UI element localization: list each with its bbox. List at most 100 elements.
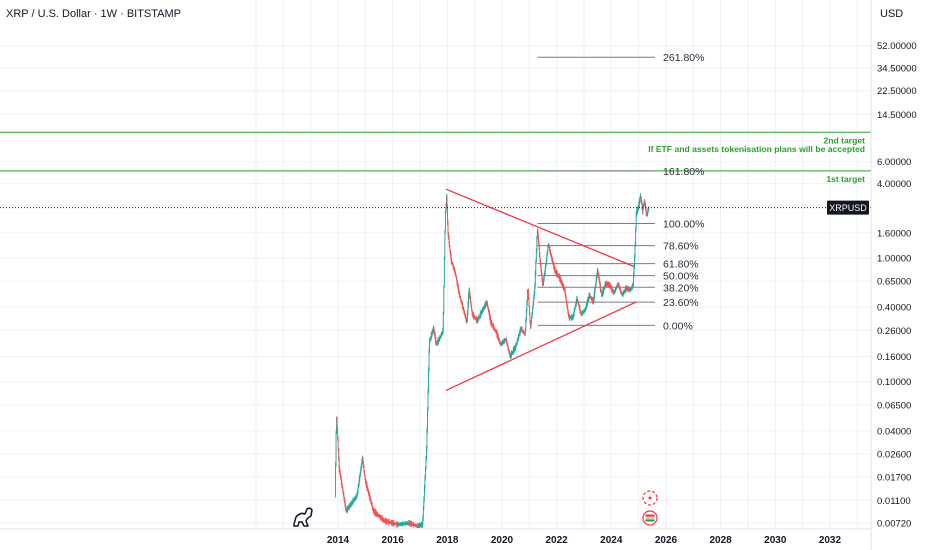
candle-body (533, 297, 535, 303)
candle-body (576, 299, 578, 301)
candle-body (624, 289, 626, 291)
candle-body (627, 288, 629, 290)
candle-body (412, 524, 414, 526)
candle-body (581, 313, 582, 315)
candle-body (502, 341, 504, 343)
candle-body (347, 507, 349, 509)
currency-label[interactable]: USD (880, 8, 903, 20)
candle-body (390, 522, 392, 524)
candle-body (510, 355, 511, 357)
candle-body (346, 510, 347, 511)
candle-body (387, 521, 388, 523)
candle-body (445, 204, 447, 213)
candle-body (447, 221, 449, 234)
candle-body (417, 525, 419, 527)
candle-body (426, 430, 428, 449)
candle-body (536, 238, 538, 251)
candle-body (582, 312, 583, 314)
candle-body (369, 497, 371, 500)
candle-body (641, 202, 643, 207)
candle-body (358, 479, 360, 484)
candle-body (448, 238, 450, 243)
symbol-tag[interactable] (827, 200, 869, 215)
candle-body (380, 517, 382, 519)
candle-body (355, 496, 357, 498)
candle-body (362, 462, 364, 467)
candle-body (613, 291, 614, 293)
candle-body (417, 525, 418, 527)
candle-body (458, 287, 459, 291)
candle-body (348, 506, 350, 508)
candle-body (339, 472, 341, 476)
candle-body (623, 291, 625, 293)
candle-body (428, 349, 430, 370)
candle-body (460, 297, 462, 300)
candle-body (599, 282, 601, 286)
candle-body (594, 291, 596, 296)
candle-body (564, 289, 566, 291)
candle-body (583, 311, 585, 312)
candle-body (484, 304, 486, 306)
candle-body (387, 521, 389, 523)
y-tick-label: 52.00000 (877, 41, 917, 52)
trendline[interactable] (445, 301, 637, 392)
candle-body (628, 289, 630, 291)
candle-body (506, 343, 508, 346)
candle-body (344, 498, 345, 502)
candle-body (379, 516, 381, 518)
candle-body (448, 233, 449, 239)
candle-body (497, 334, 498, 336)
candle-body (351, 502, 353, 504)
candle-body (524, 333, 526, 335)
candle-body (596, 274, 598, 280)
candle-body (480, 312, 482, 314)
candle-body (463, 309, 465, 312)
candle-body (499, 342, 501, 344)
candle-body (626, 288, 628, 290)
candle-body (376, 513, 378, 515)
candle-body (411, 524, 413, 525)
candle-body (573, 313, 575, 317)
candle-body (550, 251, 551, 254)
price-axis[interactable] (871, 0, 932, 550)
candle-body (557, 274, 559, 276)
candle-body (521, 328, 522, 330)
candle-body (585, 307, 587, 310)
lightning-icon[interactable] (642, 490, 658, 506)
candle-body (488, 308, 489, 312)
candle-body (520, 328, 522, 330)
fibonacci-levels[interactable]: 261.80% 161.80% 100.00% 78.60% 61.80%50.00%3… (537, 52, 705, 332)
candle-body (490, 318, 491, 322)
candle-body (364, 470, 365, 476)
candle-body (408, 523, 409, 524)
candle-body (616, 286, 618, 288)
candle-body (407, 523, 409, 524)
candle-body (385, 521, 387, 522)
candle-body (396, 524, 398, 525)
candle-body (453, 267, 455, 269)
candle-body (586, 303, 588, 306)
trendline[interactable] (445, 188, 635, 268)
candle-body (585, 305, 587, 308)
candle-body (603, 287, 605, 290)
candle-body (452, 265, 454, 268)
candle-body (619, 287, 621, 290)
candle-body (459, 295, 461, 298)
candle-body (460, 299, 462, 302)
candle-body (420, 525, 422, 526)
flag-icon[interactable] (642, 510, 658, 526)
candle-body (523, 332, 525, 334)
candle-body (527, 290, 529, 293)
trendlines[interactable] (445, 188, 637, 392)
candle-body (404, 523, 406, 525)
candle-body (344, 501, 346, 506)
candle-body (347, 508, 349, 510)
candle-body (647, 211, 649, 214)
candle-body (536, 230, 538, 239)
candle-body (560, 280, 562, 282)
candle-body (508, 348, 509, 351)
candle-body (636, 211, 638, 214)
